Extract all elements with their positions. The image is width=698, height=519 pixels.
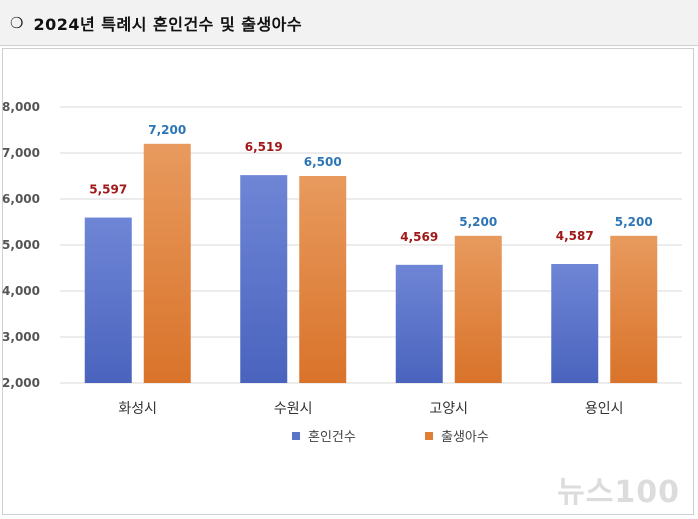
data-label: 4,587: [556, 229, 594, 243]
y-tick-label: 6,000: [2, 192, 40, 206]
page-title: 2024년 특례시 혼인건수 및 출생아수: [33, 14, 303, 34]
legend-label: 출생아수: [441, 430, 489, 445]
bar-출생아수-수원시: [299, 176, 347, 383]
header-bar: ❍ 2024년 특례시 혼인건수 및 출생아수: [0, 0, 698, 46]
data-label: 7,200: [148, 123, 186, 137]
x-tick-label: 화성시: [118, 401, 157, 417]
y-tick-label: 8,000: [2, 100, 40, 114]
data-label: 4,569: [400, 230, 438, 244]
bar-출생아수-용인시: [610, 235, 658, 383]
y-tick-label: 3,000: [2, 330, 40, 344]
bar-혼인건수-용인시: [551, 263, 599, 383]
data-label: 6,500: [304, 155, 342, 169]
data-label: 5,597: [89, 183, 127, 197]
watermark-logo: 뉴스100: [557, 475, 680, 510]
bar-혼인건수-고양시: [395, 264, 443, 383]
data-label: 6,519: [245, 140, 283, 154]
bar-혼인건수-수원시: [240, 175, 288, 383]
x-tick-label: 고양시: [429, 401, 468, 417]
y-tick-label: 2,000: [2, 376, 40, 390]
x-tick-label: 수원시: [274, 401, 313, 417]
bar-혼인건수-화성시: [84, 217, 132, 383]
data-label: 5,200: [459, 215, 497, 229]
data-label: 5,200: [615, 215, 653, 229]
y-tick-label: 7,000: [2, 146, 40, 160]
legend-swatch: [292, 432, 300, 440]
y-tick-label: 4,000: [2, 284, 40, 298]
bar-출생아수-화성시: [143, 143, 191, 383]
y-tick-label: 5,000: [2, 238, 40, 252]
bullet-icon: ❍: [10, 13, 24, 32]
x-tick-label: 용인시: [585, 401, 624, 417]
bar-출생아수-고양시: [454, 235, 502, 383]
legend-label: 혼인건수: [308, 430, 356, 445]
legend-swatch: [425, 432, 433, 440]
